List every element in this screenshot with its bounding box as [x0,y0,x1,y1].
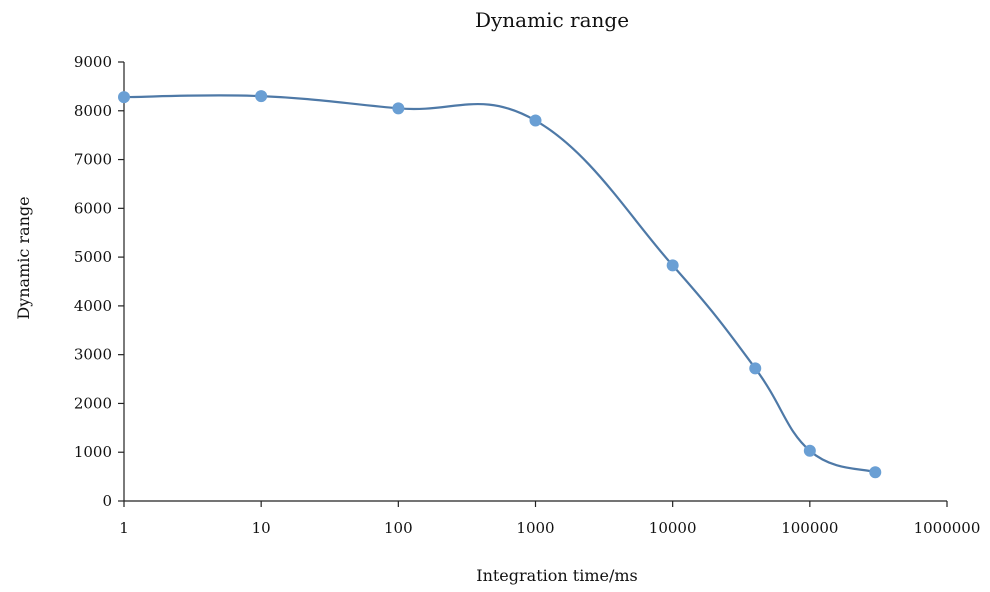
data-point [118,91,130,104]
data-point [803,444,816,457]
x-tick-label: 1000000 [914,519,981,537]
x-tick-label: 100000 [781,519,838,537]
y-tick-label: 6000 [74,199,112,217]
series-line [123,94,876,474]
x-tick-label: 10 [252,519,271,537]
y-tick-label: 2000 [74,394,112,412]
y-axis-ticks: 0 1000 2000 3000 4000 5000 6000 7000 8000 9000 [74,53,124,510]
data-point [666,259,679,272]
x-tick-label: 1000 [516,519,554,537]
x-axis-ticks: 1 10 100 1000 10000 100000 1000000 [119,501,980,537]
x-tick-label: 100 [384,519,413,537]
x-tick-label: 10000 [649,519,697,537]
y-tick-label: 0 [102,492,112,510]
y-tick-label: 7000 [74,151,112,169]
data-point [529,114,542,127]
chart-title: Dynamic range [475,8,629,32]
y-tick-label: 1000 [74,443,112,461]
y-tick-label: 4000 [74,297,112,315]
data-point [749,362,762,375]
y-tick-label: 8000 [74,102,112,120]
data-point [869,466,882,479]
y-axis-label: Dynamic range [14,196,33,319]
x-axis-label: Integration time/ms [476,566,637,585]
y-tick-label: 3000 [74,346,112,364]
y-tick-label: 5000 [74,248,112,266]
data-point [255,90,268,103]
x-tick-label: 1 [119,519,129,537]
y-tick-label: 9000 [74,53,112,71]
data-point [392,102,405,115]
data-points [118,90,882,479]
